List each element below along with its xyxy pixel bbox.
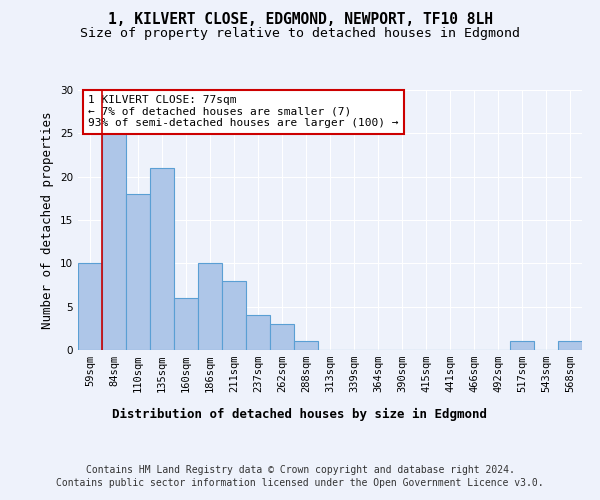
Bar	[174, 298, 198, 350]
Bar	[270, 324, 294, 350]
Bar	[294, 342, 318, 350]
Bar	[510, 342, 534, 350]
Text: Distribution of detached houses by size in Edgmond: Distribution of detached houses by size …	[113, 408, 487, 420]
Bar	[222, 280, 246, 350]
Bar	[246, 316, 270, 350]
Text: Size of property relative to detached houses in Edgmond: Size of property relative to detached ho…	[80, 28, 520, 40]
Bar	[102, 134, 126, 350]
Bar	[198, 264, 222, 350]
Text: Contains HM Land Registry data © Crown copyright and database right 2024.: Contains HM Land Registry data © Crown c…	[86, 465, 514, 475]
Bar	[78, 264, 102, 350]
Text: 1, KILVERT CLOSE, EDGMOND, NEWPORT, TF10 8LH: 1, KILVERT CLOSE, EDGMOND, NEWPORT, TF10…	[107, 12, 493, 28]
Text: 1 KILVERT CLOSE: 77sqm
← 7% of detached houses are smaller (7)
93% of semi-detac: 1 KILVERT CLOSE: 77sqm ← 7% of detached …	[88, 95, 398, 128]
Bar	[150, 168, 174, 350]
Y-axis label: Number of detached properties: Number of detached properties	[41, 112, 55, 329]
Bar	[126, 194, 150, 350]
Text: Contains public sector information licensed under the Open Government Licence v3: Contains public sector information licen…	[56, 478, 544, 488]
Bar	[558, 342, 582, 350]
